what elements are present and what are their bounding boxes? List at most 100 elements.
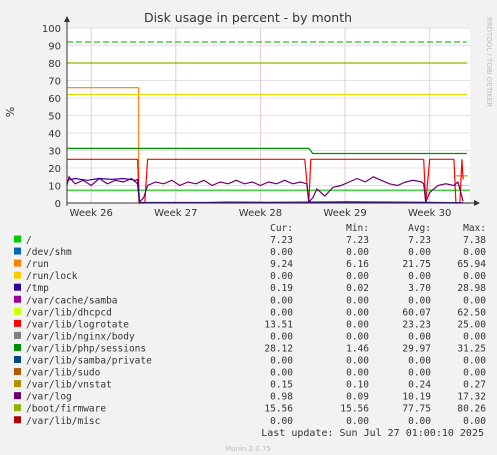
legend-value-avg: 3.70: [408, 283, 431, 294]
legend-series-name: /var/lib/vnstat: [26, 380, 112, 391]
legend-value-max: 80.26: [457, 404, 486, 415]
legend-value-cur: 0.15: [270, 380, 293, 391]
munin-version: Munin 2.0.75: [225, 445, 271, 453]
legend-swatch: [14, 392, 21, 400]
axes: [64, 16, 480, 206]
legend-value-min: 0.00: [346, 247, 369, 258]
legend-value-max: 0.00: [463, 271, 486, 282]
legend-swatch: [14, 404, 21, 412]
legend-value-min: 0.02: [346, 283, 369, 294]
legend-value-avg: 10.19: [402, 392, 431, 403]
y-tick-label: 30: [48, 147, 61, 158]
legend-value-min: 0.00: [346, 416, 369, 427]
legend-series-name: /tmp: [26, 283, 49, 294]
legend-value-max: 28.98: [457, 283, 486, 294]
legend-header: Cur:: [270, 223, 293, 234]
legend-value-max: 0.00: [463, 247, 486, 258]
legend-value-min: 0.10: [346, 380, 369, 391]
legend-swatch: [14, 283, 21, 291]
legend-value-cur: 15.56: [264, 404, 293, 415]
legend-value-max: 0.00: [463, 416, 486, 427]
legend-value-cur: 0.00: [270, 368, 293, 379]
legend-swatch: [14, 343, 21, 351]
legend-value-avg: 0.00: [408, 331, 431, 342]
y-axis-label: %: [4, 107, 17, 117]
legend-value-cur: 0.00: [270, 247, 293, 258]
legend-swatch: [14, 307, 21, 315]
y-tick-label: 40: [48, 129, 61, 140]
legend-value-max: 65.94: [457, 259, 486, 270]
last-update: Last update: Sun Jul 27 01:00:10 2025: [261, 428, 484, 439]
legend-series-name: /dev/shm: [26, 247, 72, 258]
legend-swatch: [14, 319, 21, 327]
legend-value-cur: 28.12: [264, 343, 293, 354]
legend-value-cur: 0.00: [270, 356, 293, 367]
y-axis-arrow: [64, 16, 70, 22]
legend-value-max: 0.00: [463, 356, 486, 367]
legend-value-max: 31.25: [457, 343, 486, 354]
legend-series-name: /var/cache/samba: [26, 295, 118, 306]
chart-title: Disk usage in percent - by month: [144, 10, 352, 25]
legend-header: Min:: [346, 223, 369, 234]
legend-swatch: [14, 235, 21, 243]
legend-value-min: 6.16: [346, 259, 369, 270]
legend: Cur: Min: Avg: Max: / 7.23 7.23 7.23 7.38/dev/sh…: [14, 223, 486, 427]
legend-value-min: 0.00: [346, 356, 369, 367]
legend-value-min: 0.00: [346, 271, 369, 282]
series-line: [66, 175, 464, 204]
legend-series-name: /var/lib/sudo: [26, 368, 101, 379]
legend-value-max: 62.50: [457, 307, 486, 318]
legend-swatch: [14, 368, 21, 376]
legend-header: Max:: [463, 223, 486, 234]
legend-value-cur: 0.00: [270, 416, 293, 427]
legend-value-avg: 21.75: [402, 259, 431, 270]
legend-swatch: [14, 271, 21, 279]
legend-swatch: [14, 295, 21, 303]
legend-series-name: /run/lock: [26, 271, 78, 282]
y-tick-label: 100: [42, 24, 61, 35]
legend-value-cur: 0.00: [270, 331, 293, 342]
x-axis-arrow: [474, 200, 480, 206]
y-tick-label: 10: [48, 182, 61, 193]
legend-series-name: /var/lib/misc: [26, 416, 100, 427]
legend-value-min: 1.46: [346, 343, 369, 354]
legend-value-cur: 0.00: [270, 307, 293, 318]
legend-value-avg: 0.00: [408, 295, 431, 306]
legend-header: Avg:: [408, 223, 431, 234]
legend-value-avg: 0.24: [408, 380, 431, 391]
legend-value-avg: 77.75: [402, 404, 431, 415]
legend-swatch: [14, 259, 21, 267]
y-tick-label: 20: [48, 164, 61, 175]
legend-value-min: 0.09: [346, 392, 369, 403]
series-line: [67, 147, 467, 155]
legend-value-max: 0.00: [463, 331, 486, 342]
legend-series-name: /var/log: [26, 392, 72, 403]
legend-value-avg: 7.23: [408, 235, 431, 246]
x-tick-label: Week 29: [323, 208, 366, 219]
legend-value-max: 7.38: [463, 235, 486, 246]
legend-value-min: 0.00: [346, 319, 369, 330]
legend-series-name: /var/lib/samba/private: [26, 356, 152, 367]
legend-value-cur: 0.19: [270, 283, 293, 294]
y-tick-label: 90: [48, 42, 61, 53]
legend-swatch: [14, 247, 21, 255]
legend-value-max: 17.32: [457, 392, 486, 403]
legend-swatch: [14, 416, 21, 424]
legend-series-name: /var/lib/php/sessions: [26, 343, 146, 354]
legend-swatch: [14, 356, 21, 363]
legend-value-avg: 60.07: [402, 307, 431, 318]
x-tick-label: Week 26: [70, 208, 113, 219]
legend-series-name: /boot/firmware: [26, 404, 106, 415]
legend-value-avg: 0.00: [408, 271, 431, 282]
legend-value-avg: 29.97: [402, 343, 431, 354]
legend-value-cur: 0.00: [270, 271, 293, 282]
legend-series-name: /var/lib/dhcpcd: [26, 307, 112, 318]
legend-value-max: 0.00: [463, 368, 486, 379]
legend-value-max: 25.00: [457, 319, 486, 330]
legend-value-cur: 9.24: [270, 259, 293, 270]
y-tick-label: 0: [55, 199, 61, 210]
legend-value-min: 7.23: [346, 235, 369, 246]
legend-value-avg: 0.00: [408, 356, 431, 367]
